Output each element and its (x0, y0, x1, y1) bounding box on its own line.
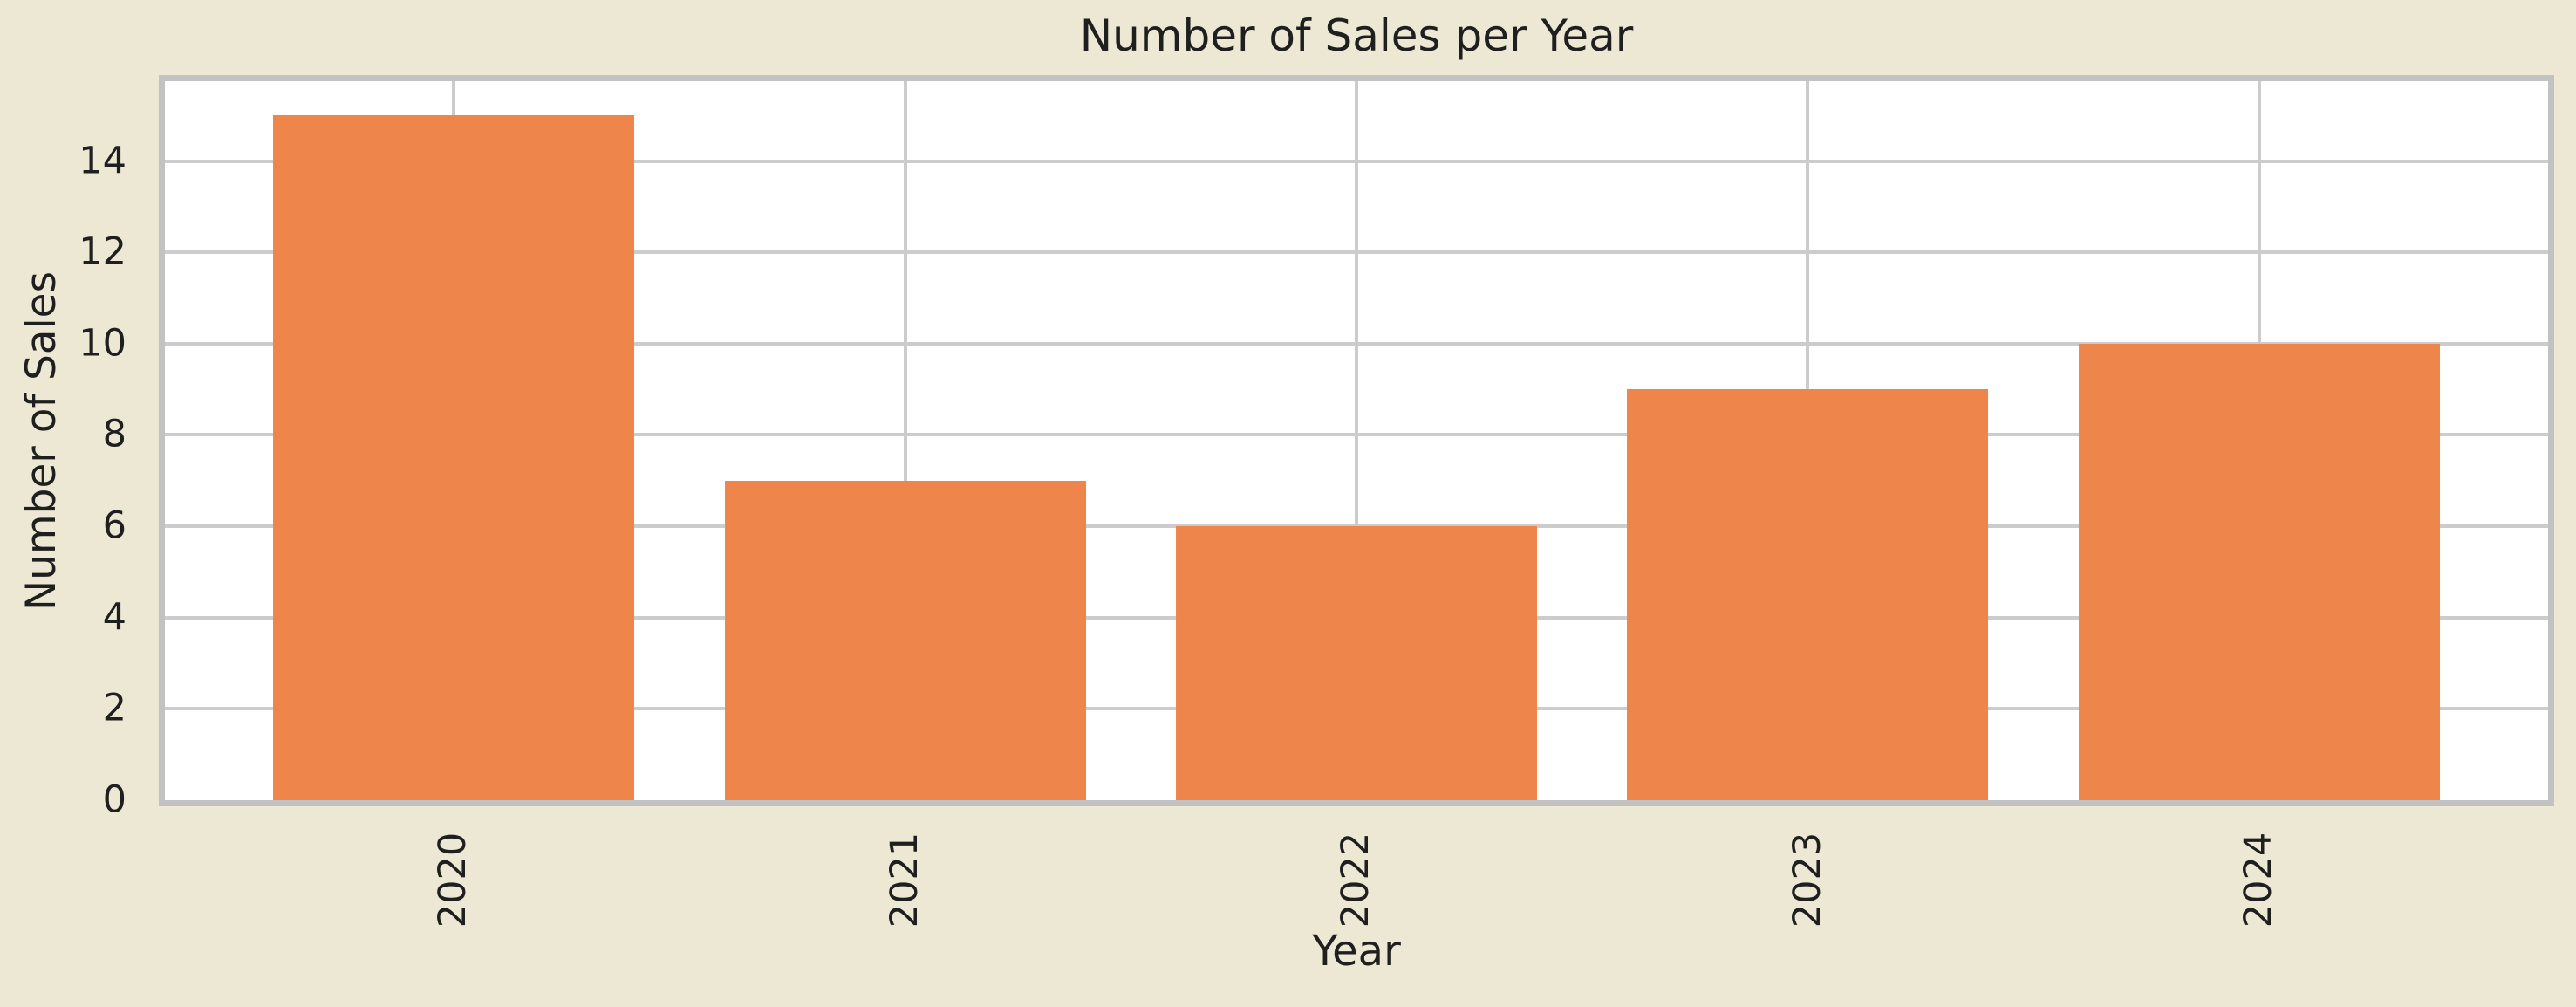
y-tick-label: 6 (102, 504, 126, 548)
x-tick-labels: 2020 2021 2022 2023 2024 (165, 819, 2548, 941)
y-tick-label: 10 (79, 321, 126, 366)
y-tick-label: 12 (79, 229, 126, 274)
chart-title: Number of Sales per Year (1079, 10, 1634, 61)
y-tick-label: 4 (102, 595, 126, 640)
y-tick-label: 14 (79, 139, 126, 183)
bar-2021 (724, 480, 1086, 800)
x-tick-label: 2022 (1334, 832, 1378, 928)
x-tick-label: 2021 (883, 832, 927, 928)
plot-area (159, 75, 2554, 806)
x-tick-label: 2020 (431, 832, 475, 928)
x-axis-label: Year (1312, 927, 1401, 976)
bar-2020 (273, 115, 635, 800)
bar-2022 (1176, 526, 1537, 800)
vertical-gridline (1355, 81, 1358, 800)
y-tick-label: 0 (102, 778, 126, 822)
x-tick-label: 2024 (2237, 832, 2281, 928)
y-axis-label-box: Number of Sales (5, 81, 79, 800)
y-tick-label: 8 (102, 412, 126, 456)
bar-2023 (1627, 389, 1989, 800)
x-tick-label: 2023 (1785, 832, 1829, 928)
y-tick-label: 2 (102, 686, 126, 730)
y-axis-label: Number of Sales (17, 271, 66, 611)
y-tick-labels: 0 2 4 6 8 10 12 14 (0, 81, 126, 819)
bar-2024 (2078, 343, 2440, 800)
vertical-gridline (903, 81, 907, 800)
